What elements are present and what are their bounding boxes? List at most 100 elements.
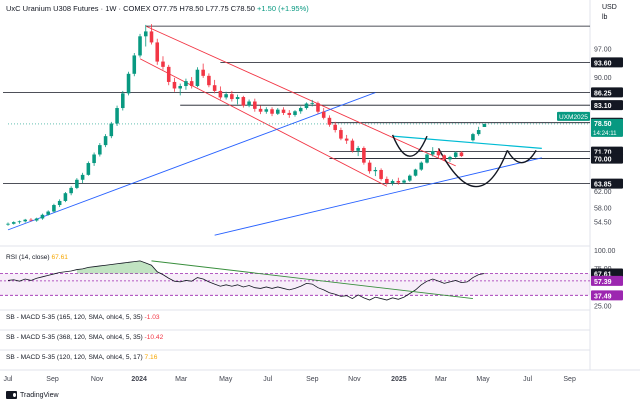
channel-line-lower [139,58,388,187]
candle-body [476,130,481,135]
price-tick-label: 90.00 [594,75,612,82]
level-label: 63.85 [594,182,612,189]
time-tick-label: Mar [435,376,448,383]
candle-body [287,112,292,115]
rsi-tick-label: 100.00 [594,248,616,255]
rsi-level-label-bg [591,275,623,286]
price-axis[interactable]: 93.6086.2583.1078.8071.7070.0063.8597.00… [557,47,623,311]
candle-body [172,81,177,89]
ohlc-high: H78.50 [179,4,204,13]
candle-body [436,151,441,156]
candle-body [350,140,355,151]
time-tick-label: Sep [563,376,576,383]
time-tick-label: Nov [348,376,361,383]
candle-body [310,103,314,104]
contract-label-bg [557,111,590,121]
candle-body [80,174,85,180]
time-tick-label: May [219,376,233,383]
candle-body [419,162,424,170]
price-change: +1.50 (+1.95%) [257,4,309,13]
candle-body [298,108,303,112]
candle-body [132,55,137,74]
trendline-long [7,92,376,231]
candle-body [333,124,337,131]
brand-name: TradingView [20,391,59,399]
candle-body [75,179,79,188]
candle-body [356,147,360,151]
candle-body [373,169,378,172]
candlestick-series [6,24,487,226]
level-label-bg [591,178,623,189]
candle-body [379,169,383,179]
candle-body [344,138,349,141]
candle-body [339,130,343,139]
candle-body [155,42,160,62]
candle-body [57,200,62,206]
neckline [392,135,542,149]
level-label: 71.70 [594,150,612,157]
chart-grid [0,0,640,371]
time-tick-label: May [476,376,490,383]
ohlc-open: O77.75 [152,4,178,13]
current-price-bg [591,118,623,137]
candle-body [86,163,91,175]
drawing-lines [3,25,590,236]
candle-body [253,101,257,109]
candle-body [453,152,458,157]
price-tick-label: 62.00 [594,189,612,196]
unit-label: lb [602,14,608,21]
candle-body [6,223,10,225]
macd3-legend[interactable]: SB - MACD 5-35 (120, 120, SMA, ohlc4, 5,… [6,354,157,361]
ohlc-low: L77.75 [205,4,229,13]
symbol-title[interactable]: UxC Uranium U308 Futures · 1W · COMEX [6,4,151,13]
candle-body [178,86,182,89]
candle-body [235,97,240,100]
time-axis[interactable]: Jul Sep Nov 2024 Mar May Jul Sep Nov 2025 Mar May Ju… [4,376,576,383]
rsi-legend[interactable]: RSI (14, close) 67.61 [6,254,68,261]
macd3-label: SB - MACD 5-35 (120, 120, SMA, ohlc4, 5,… [6,354,143,361]
candle-body [264,109,269,112]
right-shoulder-curve [506,150,537,164]
level-label: 83.10 [594,103,612,110]
macd1-legend[interactable]: SB - MACD 5-35 (165, 120, SMA, ohlc4, 5,… [6,314,160,321]
brand-footer[interactable]: TradingView [6,391,59,399]
time-tick-label: Mar [175,376,188,383]
candle-body [17,221,22,223]
level-label-bg [591,153,623,164]
candle-body [224,94,228,98]
time-tick-label: Nov [91,376,104,383]
macd2-legend[interactable]: SB - MACD 5-35 (368, 120, SMA, ohlc4, 5,… [6,334,163,341]
rsi-level-label: 37.49 [594,293,612,300]
candle-body [103,136,108,146]
candle-body [385,178,389,184]
level-label: 93.60 [594,60,612,67]
candle-body [29,219,33,221]
candle-body [184,81,188,87]
macd2-value: -10.42 [144,334,164,341]
rsi-value: 67.61 [51,254,68,261]
currency-label[interactable]: USD [602,4,617,11]
macd3-value: 7.16 [144,354,158,361]
candle-body [362,147,366,163]
candle-body [413,169,418,176]
candle-body [40,214,45,219]
candle-body [109,123,114,137]
macd2-label: SB - MACD 5-35 (368, 120, SMA, ohlc4, 5,… [6,334,143,341]
candle-body [442,155,447,160]
candle-body [212,85,217,91]
rsi-tick-label: 25.00 [594,303,612,310]
time-tick-label: Jul [263,376,272,383]
candle-body [138,36,142,56]
candle-body [304,103,309,109]
price-tick-label: 97.00 [594,47,612,54]
rsi-level-label: 67.61 [594,271,612,278]
candle-body [316,103,320,112]
level-label-bg [591,100,623,111]
candle-body [482,123,487,127]
macd1-value: -1.03 [144,314,160,321]
candle-body [247,101,251,106]
time-tick-label: 2025 [391,376,407,383]
candle-body [471,134,475,141]
candle-body [207,75,211,86]
